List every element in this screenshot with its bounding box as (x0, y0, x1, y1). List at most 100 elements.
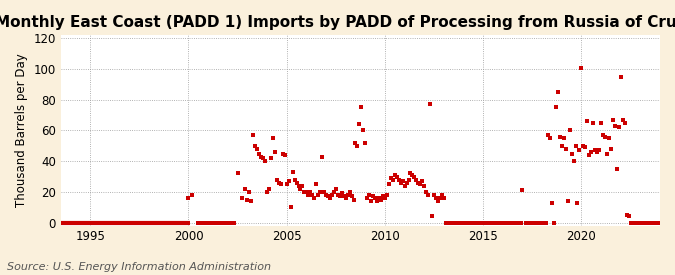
Point (397, 179, 408, 183)
Point (55, 220, 66, 225)
Point (49, 220, 60, 225)
Point (392, 174, 402, 179)
Point (399, 183, 410, 188)
Point (545, 136, 556, 140)
Point (401, 180, 412, 185)
Point (446, 220, 457, 225)
Point (354, 122, 364, 127)
Point (171, 220, 182, 225)
Point (79, 220, 90, 225)
Point (368, 194, 379, 199)
Point (552, 90, 563, 94)
Point (560, 147, 571, 151)
Point (348, 197, 359, 202)
Point (556, 144, 567, 148)
Point (150, 220, 161, 225)
Point (372, 199, 383, 203)
Point (211, 220, 221, 225)
Point (71, 220, 82, 225)
Point (407, 173, 418, 177)
Point (146, 220, 157, 225)
Point (578, 144, 589, 148)
Point (419, 183, 430, 188)
Point (364, 193, 375, 197)
Point (592, 150, 603, 154)
Point (441, 220, 452, 225)
Point (73, 220, 84, 225)
Point (262, 190, 273, 194)
Point (144, 220, 155, 225)
Point (323, 194, 333, 199)
Point (580, 145, 591, 150)
Point (433, 199, 443, 203)
Point (547, 200, 558, 205)
Point (118, 220, 129, 225)
Point (248, 133, 259, 137)
Point (107, 220, 117, 225)
Point (595, 121, 606, 125)
Point (576, 65, 587, 70)
Point (99, 220, 109, 225)
Point (586, 150, 597, 154)
Point (140, 220, 151, 225)
Point (75, 220, 86, 225)
Point (289, 177, 300, 182)
Point (458, 220, 469, 225)
Point (169, 220, 180, 225)
Point (258, 156, 269, 160)
Point (193, 220, 204, 225)
Point (215, 220, 225, 225)
Point (331, 187, 342, 191)
Point (370, 196, 381, 200)
Point (394, 177, 404, 182)
Point (295, 187, 306, 191)
Point (566, 151, 577, 156)
Point (138, 220, 148, 225)
Point (470, 220, 481, 225)
Point (173, 220, 184, 225)
Point (90, 220, 101, 225)
Point (240, 187, 251, 191)
Point (47, 220, 58, 225)
Point (344, 190, 355, 194)
Point (517, 188, 528, 192)
Point (379, 196, 390, 200)
Point (155, 220, 166, 225)
Point (633, 220, 644, 225)
Point (136, 220, 146, 225)
Point (307, 193, 318, 197)
Point (187, 193, 198, 197)
Point (610, 124, 620, 128)
Point (120, 220, 131, 225)
Point (452, 220, 463, 225)
Point (429, 193, 439, 197)
Point (515, 220, 526, 225)
Point (105, 220, 115, 225)
Point (132, 220, 143, 225)
Point (165, 220, 176, 225)
Point (574, 148, 585, 153)
Point (183, 196, 194, 200)
Point (482, 220, 493, 225)
Point (605, 147, 616, 151)
Point (551, 105, 562, 110)
Point (608, 117, 618, 122)
Point (444, 220, 455, 225)
Point (317, 154, 327, 159)
Point (619, 121, 630, 125)
Point (485, 220, 496, 225)
Point (541, 220, 551, 225)
Point (202, 220, 213, 225)
Point (533, 220, 543, 225)
Point (232, 171, 243, 176)
Point (224, 220, 235, 225)
Point (346, 194, 357, 199)
Point (126, 220, 137, 225)
Point (362, 196, 373, 200)
Point (246, 199, 256, 203)
Point (273, 180, 284, 185)
Point (51, 220, 62, 225)
Point (254, 151, 265, 156)
Point (299, 190, 310, 194)
Point (375, 197, 386, 202)
